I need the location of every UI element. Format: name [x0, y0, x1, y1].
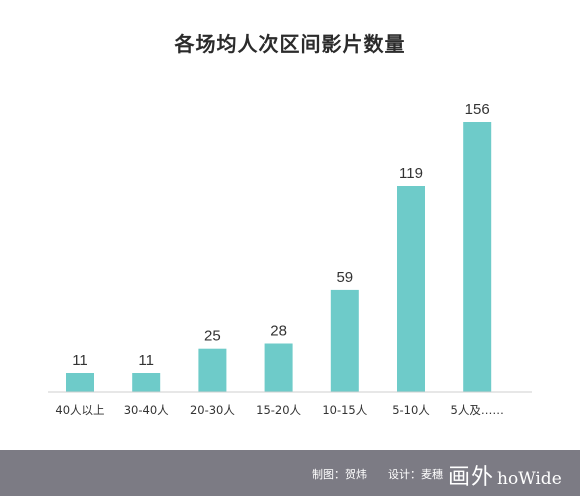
bars-layer: 11 40人以上 11 30-40人 25 20-30人 28 15-20人 59 10-15人 1…: [55, 101, 503, 417]
data-label-5: 119: [399, 165, 423, 182]
data-label-4: 59: [336, 269, 353, 286]
data-label-2: 25: [204, 328, 221, 345]
data-label-1: 11: [138, 352, 154, 369]
x-tick-label-5: 5-10人: [392, 403, 430, 417]
brand-logo-cn: 画外: [448, 465, 495, 490]
bar-0: [66, 373, 94, 392]
x-tick-label-2: 20-30人: [190, 403, 235, 417]
data-label-6: 156: [465, 101, 490, 118]
brand-logo: 画外 hoWide: [448, 459, 562, 491]
brand-logo-en: hoWide: [497, 469, 562, 489]
footer-bar: 制图：贺炜 设计：麦穗 画外 hoWide: [0, 450, 580, 496]
data-label-0: 11: [72, 352, 88, 369]
bar-1: [132, 373, 161, 392]
bar-4: [330, 289, 359, 392]
bar-3: [264, 343, 293, 392]
x-tick-label-0: 40人以上: [55, 403, 104, 417]
design-credit: 设计：麦穗: [388, 468, 443, 481]
x-tick-label-6: 5人及……: [451, 403, 504, 417]
bar-6: [463, 122, 492, 392]
x-tick-label-4: 10-15人: [322, 403, 367, 417]
x-tick-label-3: 15-20人: [256, 403, 301, 417]
bar-2: [198, 348, 227, 392]
chart-title: 各场均人次区间影片数量: [174, 32, 406, 56]
bar-chart: 11 40人以上 11 30-40人 25 20-30人 28 15-20人 59 10-15人 1…: [48, 101, 532, 417]
data-label-3: 28: [270, 323, 287, 340]
chart-credit: 制图：贺炜: [312, 468, 367, 481]
x-tick-label-1: 30-40人: [124, 403, 169, 417]
bar-5: [397, 186, 425, 392]
